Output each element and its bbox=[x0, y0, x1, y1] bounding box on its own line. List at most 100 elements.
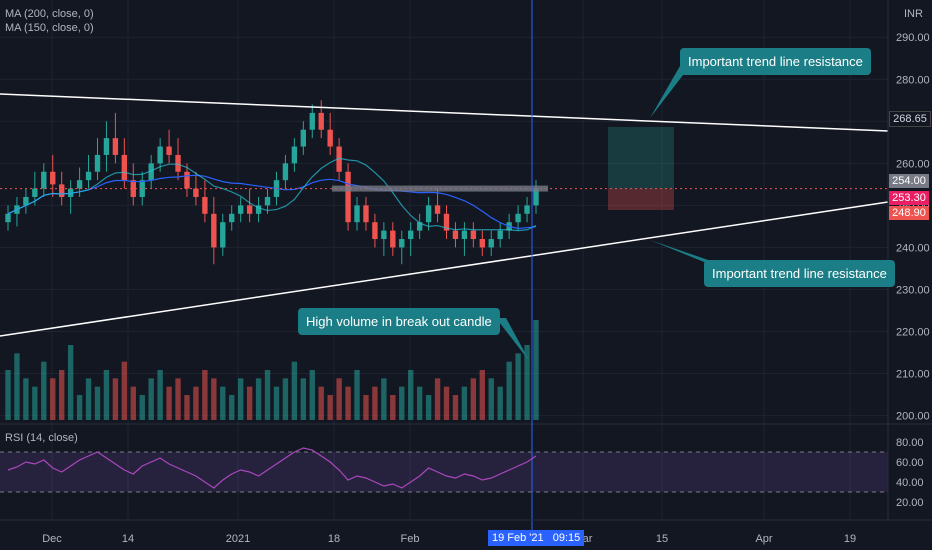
candle-body bbox=[157, 146, 163, 164]
candle-body bbox=[461, 230, 468, 240]
volume-bar bbox=[130, 386, 136, 420]
volume-bar bbox=[363, 395, 369, 420]
ma-150-legend[interactable]: MA (150, close, 0) bbox=[5, 22, 94, 34]
volume-bar bbox=[434, 378, 441, 420]
volume-bar bbox=[121, 361, 128, 420]
volume-bar bbox=[50, 378, 56, 420]
volume-bar bbox=[175, 378, 181, 420]
rsi-tick-label: 40.00 bbox=[896, 477, 924, 489]
candle-body bbox=[354, 205, 360, 223]
volume-bar bbox=[166, 386, 172, 420]
price-tag-stop: 248.90 bbox=[889, 206, 929, 220]
candle-body bbox=[220, 222, 226, 248]
candle-body bbox=[327, 129, 333, 147]
candle-body bbox=[390, 230, 396, 248]
volume-bar bbox=[425, 395, 432, 420]
volume-bar bbox=[515, 353, 521, 420]
candle-body bbox=[452, 230, 459, 240]
candle-body bbox=[229, 213, 235, 223]
candle-body bbox=[175, 154, 181, 172]
price-tag-ma: 253.30 bbox=[889, 191, 929, 205]
volume-bar bbox=[381, 378, 387, 420]
volume-bar bbox=[220, 386, 226, 420]
volume-bar bbox=[237, 378, 244, 420]
volume-bar bbox=[94, 386, 101, 420]
candle-body bbox=[264, 196, 271, 206]
currency-label: INR bbox=[904, 8, 923, 20]
rsi-line bbox=[7, 447, 537, 489]
volume-bar bbox=[390, 395, 396, 420]
candle-body bbox=[363, 205, 369, 223]
ma-200-line bbox=[7, 174, 537, 230]
volume-bar bbox=[345, 386, 351, 420]
rsi-tick-label: 20.00 bbox=[896, 497, 924, 509]
price-tick-label: 280.00 bbox=[896, 74, 930, 86]
candle-body bbox=[85, 171, 92, 181]
candle-body bbox=[345, 171, 351, 223]
candle-body bbox=[94, 154, 101, 172]
x-tick-label: Dec bbox=[42, 533, 62, 545]
price-tick-label: 210.00 bbox=[896, 369, 930, 381]
candles bbox=[5, 100, 539, 265]
x-tick-label: 14 bbox=[122, 533, 134, 545]
x-tick-label: 19 bbox=[844, 533, 856, 545]
candle-body bbox=[497, 230, 503, 240]
volume-bar bbox=[41, 361, 47, 420]
rsi-polyline bbox=[7, 447, 537, 489]
callout-volume: High volume in break out candle bbox=[298, 308, 500, 335]
volume-bar bbox=[264, 370, 271, 420]
x-tick-label: Apr bbox=[755, 533, 772, 545]
volume-bar bbox=[399, 386, 405, 420]
candle-body bbox=[23, 196, 29, 206]
rsi-legend[interactable]: RSI (14, close) bbox=[5, 432, 78, 444]
volume-bar bbox=[67, 345, 74, 420]
volume-bar bbox=[506, 361, 512, 420]
volume-bar bbox=[408, 370, 414, 420]
candle-body bbox=[300, 129, 307, 147]
price-tag-trendline: 268.65 bbox=[889, 111, 931, 127]
trend-lines bbox=[0, 0, 889, 530]
candle-body bbox=[193, 188, 199, 197]
candle-body bbox=[50, 171, 56, 185]
price-tick-label: 230.00 bbox=[896, 284, 930, 296]
volume-bar bbox=[291, 361, 298, 420]
candle-body bbox=[399, 239, 405, 248]
price-tick-label: 200.00 bbox=[896, 411, 930, 423]
price-tick-label: 240.00 bbox=[896, 242, 930, 254]
volume-bar bbox=[354, 370, 360, 420]
volume-bar bbox=[211, 378, 217, 420]
volume-bar bbox=[497, 386, 503, 420]
volume-bar bbox=[479, 370, 485, 420]
candle-body bbox=[470, 230, 477, 240]
rsi-panel bbox=[0, 423, 932, 493]
candle-body bbox=[479, 239, 485, 248]
price-tick-label: 290.00 bbox=[896, 32, 930, 44]
candle-body bbox=[237, 205, 244, 214]
volume-bar bbox=[318, 386, 324, 420]
target-zone bbox=[608, 126, 674, 189]
candle-body bbox=[336, 146, 342, 172]
candle-body bbox=[166, 146, 172, 155]
ma-150-line bbox=[7, 157, 537, 232]
breakout-level bbox=[332, 185, 548, 192]
price-tick-label: 220.00 bbox=[896, 327, 930, 339]
candle-body bbox=[103, 138, 110, 155]
rsi-band bbox=[0, 452, 888, 492]
volume-bar bbox=[5, 370, 11, 420]
volume-bar bbox=[461, 386, 468, 420]
x-tick-label: 15 bbox=[656, 533, 668, 545]
volume-bar bbox=[157, 370, 163, 420]
volume-bar bbox=[14, 353, 20, 420]
x-tick-label: Feb bbox=[401, 533, 420, 545]
candle-body bbox=[381, 230, 387, 240]
volume-bar bbox=[452, 395, 459, 420]
candle-body bbox=[318, 112, 324, 130]
volume-bar bbox=[488, 378, 494, 420]
candle-body bbox=[246, 205, 253, 214]
volume-bar bbox=[23, 378, 29, 420]
candle-body bbox=[309, 112, 315, 130]
candle-body bbox=[148, 163, 154, 181]
rsi-tick-label: 60.00 bbox=[896, 457, 924, 469]
ma-200-legend[interactable]: MA (200, close, 0) bbox=[5, 8, 94, 20]
